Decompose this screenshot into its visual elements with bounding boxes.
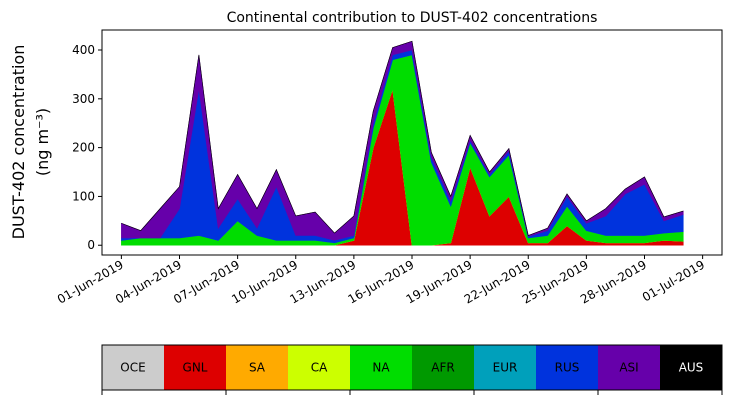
y-tick-label: 400 (72, 43, 95, 57)
legend-swatch (598, 345, 660, 390)
legend-swatch (536, 345, 598, 390)
legend-label: AFR (431, 361, 454, 375)
chart-title: Continental contribution to DUST-402 con… (227, 10, 598, 26)
x-tick-label: 28-Jun-2019 (578, 257, 649, 306)
plot-area: 010020030040001-Jun-201904-Jun-201907-Ju… (55, 29, 723, 307)
legend-swatch (226, 345, 288, 390)
legend-swatch (350, 345, 412, 390)
legend-label: SA (249, 361, 266, 375)
legend-label: ASI (619, 361, 638, 375)
legend-swatch (102, 345, 164, 390)
area (121, 40, 684, 236)
y-axis-label: DUST-402 concentration (9, 45, 28, 240)
legend-swatch (288, 345, 350, 390)
y-tick-label: 300 (72, 92, 95, 106)
legend-swatch (412, 345, 474, 390)
y-axis-unit: (ng m⁻³) (33, 108, 52, 176)
legend-label: OCE (120, 361, 145, 375)
legend-swatch (474, 345, 536, 390)
legend-label: GNL (183, 361, 208, 375)
legend-swatch (164, 345, 226, 390)
legend: OCE GNL SA CA NA AFR EUR RUS ASI AUS (101, 344, 723, 395)
y-tick-label: 100 (72, 189, 95, 203)
legend-label: RUS (555, 361, 580, 375)
y-tick-label: 200 (72, 141, 95, 155)
legend-label: AUS (679, 361, 704, 375)
legend-frame (101, 344, 723, 391)
y-tick-label: 0 (87, 238, 95, 252)
legend-label: EUR (493, 361, 518, 375)
x-tick-label: 01-Jul-2019 (640, 257, 707, 304)
legend-label: NA (372, 361, 390, 375)
legend-swatch (660, 345, 722, 390)
legend-label: CA (311, 361, 328, 375)
